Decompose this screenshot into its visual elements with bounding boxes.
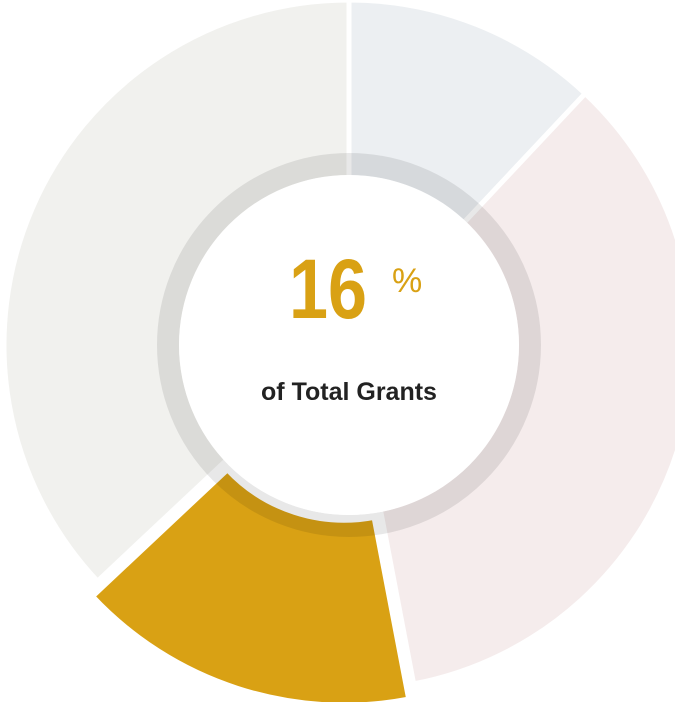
center-disc <box>179 175 519 515</box>
donut-segment <box>89 466 412 702</box>
center-unit: % <box>392 262 422 300</box>
center-value: 16 <box>289 242 367 336</box>
center-caption: of Total Grants <box>261 378 437 406</box>
inner-ring <box>157 153 541 537</box>
